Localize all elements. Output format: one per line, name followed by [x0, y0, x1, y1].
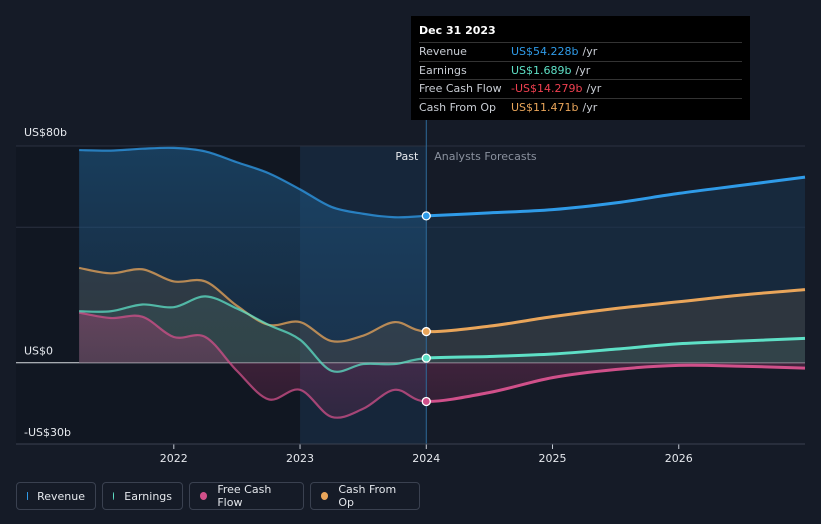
- earnings-line-forecast: [426, 336, 806, 360]
- revenue-area-past: [79, 147, 427, 363]
- cash-from-op-line-forecast: [426, 288, 806, 334]
- earnings-line-past: [79, 295, 427, 373]
- y-tick-label: -US$30b: [24, 426, 71, 439]
- legend-dot-icon: [200, 492, 208, 500]
- tooltip-date: Dec 31 2023: [419, 24, 496, 37]
- earnings-area: [79, 296, 806, 372]
- legend-item-revenue[interactable]: Revenue: [16, 482, 96, 510]
- tooltip-label: Revenue: [419, 45, 467, 58]
- legend-label: Cash From Op: [338, 483, 397, 509]
- legend-label: Earnings: [124, 489, 172, 503]
- tooltip-value: US$11.471b: [511, 100, 579, 114]
- tooltip-row-free-cash-flow: Free Cash Flow -US$14.279b /yr: [419, 79, 742, 98]
- legend-label: Free Cash Flow: [217, 483, 272, 509]
- legend-item-free-cash-flow[interactable]: Free Cash Flow: [189, 482, 304, 510]
- tooltip-row-cash-from-op: Cash From Op US$11.471b /yr: [419, 97, 742, 117]
- tooltip-unit: /yr: [575, 63, 591, 77]
- legend-label: Revenue: [37, 489, 85, 503]
- legend: Revenue Earnings Free Cash Flow Cash Fro…: [16, 482, 420, 510]
- x-tick-label: 2022: [160, 452, 188, 465]
- x-tick-label: 2026: [665, 452, 693, 465]
- tooltip-row-earnings: Earnings US$1.689b /yr: [419, 60, 742, 80]
- revenue-area-forecast: [426, 177, 805, 363]
- y-tick-label: US$80b: [24, 126, 67, 139]
- revenue-line-forecast: [426, 175, 806, 218]
- revenue-line-past: [79, 146, 427, 219]
- tooltip: Dec 31 2023 Revenue US$54.228b /yr Earni…: [411, 16, 750, 120]
- free-cash-flow-area: [79, 312, 806, 418]
- tooltip-unit: /yr: [582, 100, 598, 114]
- tooltip-value: US$54.228b: [511, 45, 579, 58]
- tooltip-label: Earnings: [419, 63, 467, 77]
- tooltip-value: -US$14.279b: [511, 82, 583, 95]
- x-tick-label: 2025: [539, 452, 567, 465]
- x-tick-label: 2024: [412, 452, 440, 465]
- x-tick-label: 2023: [286, 452, 314, 465]
- free-cash-flow-marker: [421, 396, 431, 407]
- legend-item-cash-from-op[interactable]: Cash From Op: [310, 482, 420, 510]
- cash-from-op-area: [79, 267, 806, 363]
- tooltip-row-revenue: Revenue US$54.228b /yr: [419, 42, 742, 61]
- free-cash-flow-line-past: [78, 311, 427, 419]
- tooltip-unit: /yr: [582, 45, 598, 58]
- tooltip-value: US$1.689b: [511, 63, 572, 77]
- y-tick-label: US$0: [24, 345, 53, 358]
- legend-dot-icon: [321, 492, 329, 500]
- past-label: Past: [395, 150, 419, 163]
- tooltip-label: Free Cash Flow: [419, 82, 502, 95]
- cash-from-op-line-past: [78, 266, 427, 343]
- forecast-label: Analysts Forecasts: [434, 150, 537, 163]
- earnings-marker: [421, 353, 431, 363]
- legend-dot-icon: [113, 492, 115, 500]
- revenue-marker: [421, 211, 431, 221]
- legend-item-earnings[interactable]: Earnings: [102, 482, 183, 510]
- tooltip-label: Cash From Op: [419, 100, 497, 114]
- free-cash-flow-line-forecast: [426, 363, 806, 403]
- cash-from-op-marker: [421, 326, 431, 337]
- tooltip-unit: /yr: [586, 82, 602, 95]
